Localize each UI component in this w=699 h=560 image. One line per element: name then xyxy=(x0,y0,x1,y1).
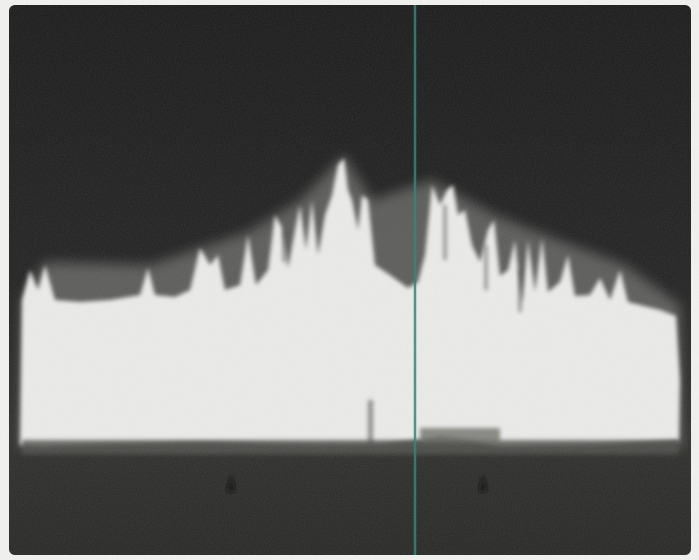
film-grain xyxy=(9,5,691,555)
